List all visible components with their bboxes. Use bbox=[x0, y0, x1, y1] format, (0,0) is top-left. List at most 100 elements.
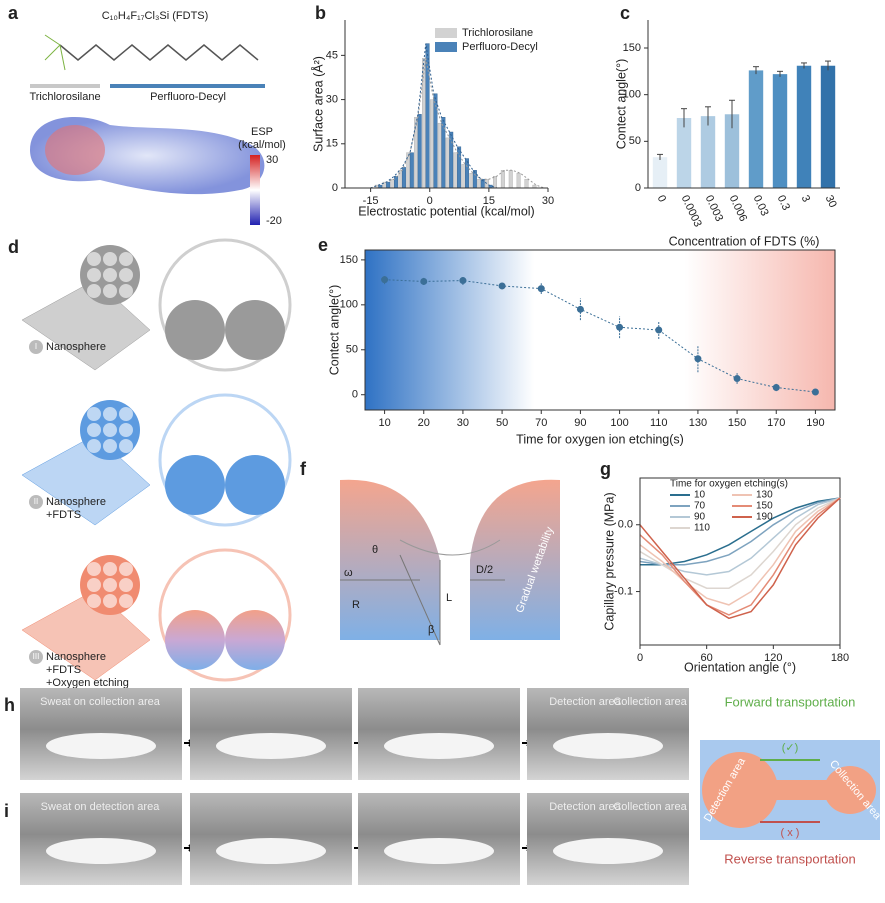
diagram-label: R bbox=[352, 599, 360, 611]
sphere bbox=[119, 423, 133, 437]
sphere bbox=[87, 594, 101, 608]
sphere bbox=[119, 407, 133, 421]
x-tick-label: 30 bbox=[542, 195, 554, 207]
x-tick-label: 0.03 bbox=[751, 193, 771, 217]
droplet-region bbox=[553, 838, 663, 864]
molecule-skeleton bbox=[59, 44, 259, 61]
x-tick-label: 0 bbox=[427, 195, 433, 207]
x-tick-label: 20 bbox=[418, 417, 430, 429]
line bbox=[639, 497, 841, 616]
meniscus bbox=[399, 539, 501, 556]
x-tick-label: 3 bbox=[799, 193, 812, 204]
bar bbox=[500, 170, 505, 189]
sphere bbox=[119, 284, 133, 298]
bar bbox=[417, 114, 422, 189]
x-tick-label: 110 bbox=[650, 417, 668, 429]
detection-area bbox=[702, 752, 778, 828]
line bbox=[399, 554, 441, 646]
forward-mark: (✓) bbox=[782, 742, 799, 754]
line bbox=[639, 497, 841, 606]
y-tick-label: 15 bbox=[326, 138, 338, 150]
x-axis-label: Time for oxygen ion etching(s) bbox=[516, 432, 684, 446]
x-tick-label: 180 bbox=[831, 652, 849, 664]
row-label: +Oxygen etching bbox=[46, 677, 129, 689]
droplet-region bbox=[46, 838, 156, 864]
bar bbox=[524, 178, 529, 189]
row-label: Nanosphere bbox=[46, 341, 106, 353]
sphere bbox=[225, 300, 285, 360]
badge bbox=[29, 650, 43, 664]
bond bbox=[59, 44, 66, 71]
bar bbox=[449, 131, 454, 189]
x-tick-label: 0.3 bbox=[775, 193, 792, 212]
legend-swatch bbox=[435, 28, 457, 38]
bar bbox=[772, 74, 788, 188]
forward-label: Forward transportation bbox=[725, 694, 856, 709]
bar bbox=[465, 158, 469, 189]
x-tick-label: 0 bbox=[655, 193, 668, 204]
panel-label: h bbox=[4, 695, 15, 715]
droplet-region bbox=[216, 733, 326, 759]
diagram-label: ω bbox=[344, 567, 353, 579]
y-tick-label: 0 bbox=[635, 182, 641, 194]
sphere bbox=[119, 439, 133, 453]
y-tick-label: 0 bbox=[332, 182, 338, 194]
bar bbox=[724, 114, 740, 188]
bar bbox=[820, 65, 836, 188]
sphere bbox=[103, 578, 117, 592]
line bbox=[639, 497, 841, 566]
y-axis-label: Surface area (Å²) bbox=[310, 56, 325, 152]
legend-label: Trichlorosilane bbox=[462, 27, 533, 39]
point bbox=[655, 326, 663, 334]
panel-label: e bbox=[318, 235, 328, 255]
sphere bbox=[165, 300, 225, 360]
badge-numeral: I bbox=[35, 342, 37, 351]
x-tick-label: 30 bbox=[457, 417, 469, 429]
caption: Sweat on collection area bbox=[40, 696, 161, 708]
x-tick-label: -15 bbox=[363, 195, 379, 207]
sphere bbox=[103, 562, 117, 576]
legend-label: 90 bbox=[694, 512, 706, 523]
caption: Detection area bbox=[549, 801, 621, 813]
panel-label: d bbox=[8, 237, 19, 257]
x-tick-label: 130 bbox=[689, 417, 707, 429]
badge-numeral: III bbox=[33, 652, 40, 661]
y-tick-label: 0 bbox=[352, 389, 358, 401]
colorbar-label: 30 bbox=[266, 154, 278, 166]
bar bbox=[472, 170, 477, 189]
sphere bbox=[87, 423, 101, 437]
diagram-label: θ bbox=[372, 544, 378, 556]
panel-h-i: Sweat on collection area Detection areaCo… bbox=[20, 688, 689, 885]
legend-label: 130 bbox=[756, 490, 773, 501]
sphere bbox=[103, 439, 117, 453]
legend-label: 150 bbox=[756, 501, 773, 512]
panel-a: C₁₀H₄F₁₇Cl₃Si (FDTS) Trichlorosilane Per… bbox=[29, 10, 285, 227]
bar bbox=[453, 152, 458, 189]
panel-labels: a b c d e f g h i bbox=[4, 3, 630, 821]
esp-title: ESP bbox=[251, 126, 273, 138]
sphere bbox=[103, 284, 117, 298]
sphere-left bbox=[340, 479, 440, 640]
background bbox=[364, 249, 836, 411]
point bbox=[811, 388, 819, 396]
diagram-label: β bbox=[428, 624, 434, 636]
y-tick-label: 50 bbox=[346, 344, 358, 356]
badge-numeral: II bbox=[34, 497, 38, 506]
segment-label: Perfluoro-Decyl bbox=[150, 91, 226, 103]
envelope bbox=[370, 58, 545, 189]
diagram-label: L bbox=[446, 592, 452, 604]
point bbox=[459, 277, 467, 285]
x-tick-label: 50 bbox=[496, 417, 508, 429]
bar bbox=[386, 181, 391, 189]
point bbox=[576, 305, 584, 313]
point bbox=[420, 277, 428, 285]
droplet-region bbox=[553, 733, 663, 759]
y-tick-label: 50 bbox=[629, 135, 641, 147]
point bbox=[772, 384, 780, 392]
legend-label: 190 bbox=[756, 512, 773, 523]
caption: Detection area bbox=[549, 696, 621, 708]
x-tick-label: 90 bbox=[574, 417, 586, 429]
colorbar bbox=[250, 155, 260, 225]
